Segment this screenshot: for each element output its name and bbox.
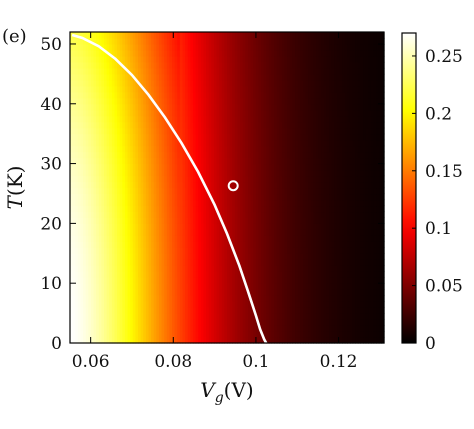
y-tick-label: 30	[40, 155, 62, 175]
colorbar-tick-label: 0.15	[425, 162, 463, 182]
y-tick-label: 40	[40, 95, 62, 115]
boundary-curve	[71, 33, 268, 343]
y-tick-label: 20	[40, 214, 62, 234]
panel-label: (e)	[2, 26, 27, 47]
marker-point	[227, 180, 239, 192]
colorbar-tick-label: 0.1	[425, 219, 452, 239]
colorbar-ticks: 0 0.05 0.1 0.15 0.2 0.25	[412, 47, 463, 354]
colorbar-tick-label: 0.05	[425, 277, 463, 297]
x-tick-label: 0.12	[320, 352, 358, 372]
y-axis-label: T(K)	[3, 166, 27, 210]
plot-frame	[69, 31, 385, 344]
x-axis: 0.06 0.08 0.1 0.12	[72, 32, 358, 372]
colorbar-tick-label: 0.25	[425, 47, 463, 67]
x-tick-label: 0.08	[154, 352, 192, 372]
colorbar-gradient	[401, 32, 417, 344]
plot-area: 0.06 0.08 0.1 0.12 0 10 20 30 40 50	[40, 31, 385, 372]
y-tick-label: 10	[40, 274, 62, 294]
colorbar-tick-label: 0.2	[425, 104, 452, 124]
y-tick-label: 50	[40, 35, 62, 55]
x-tick-label: 0.1	[242, 352, 269, 372]
y-axis: 0 10 20 30 40 50	[40, 35, 384, 354]
colorbar: 0 0.05 0.1 0.15 0.2 0.25	[401, 32, 463, 354]
heatmap	[70, 32, 385, 344]
x-tick-label: 0.06	[72, 352, 110, 372]
y-tick-label: 0	[51, 334, 62, 354]
colorbar-tick-label: 0	[425, 334, 436, 354]
x-axis-label: Vg(V)	[200, 378, 253, 406]
